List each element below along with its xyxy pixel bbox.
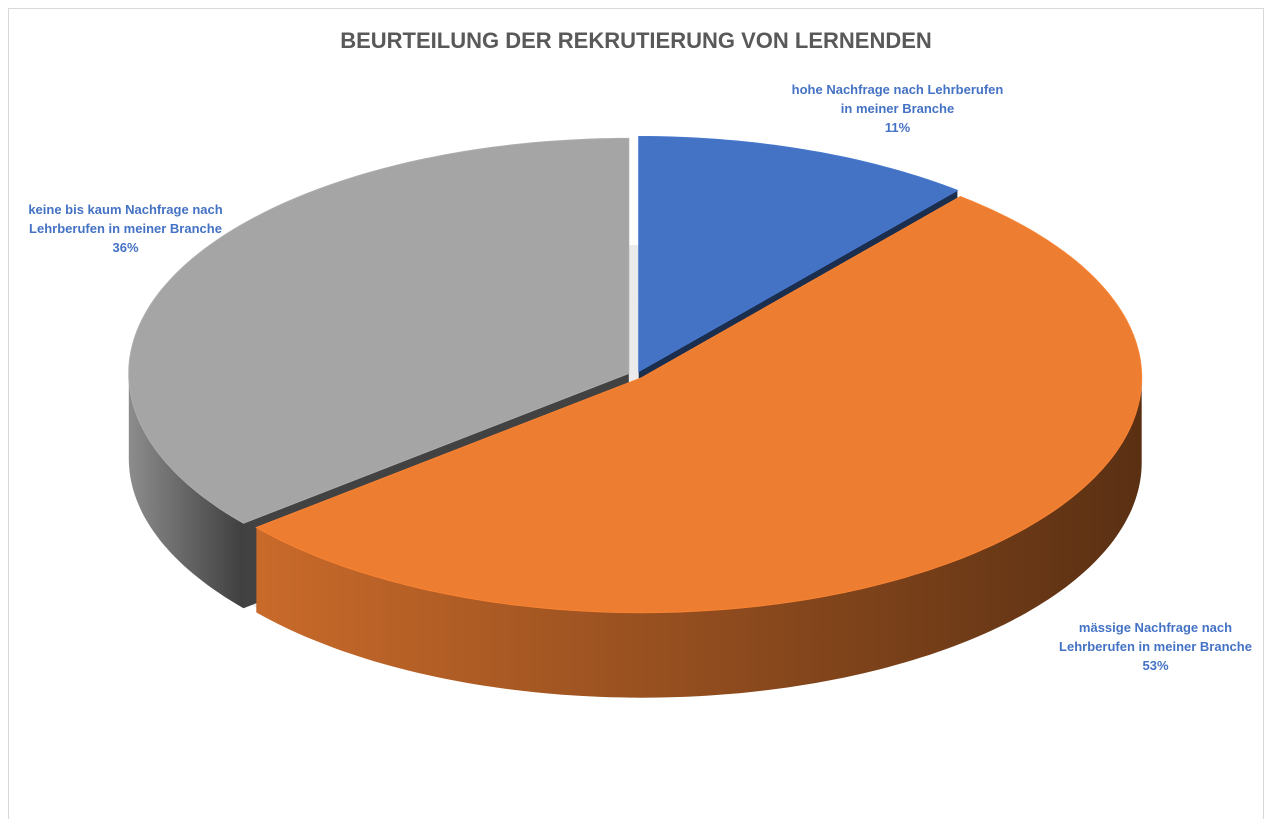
slice-wall <box>128 373 244 609</box>
data-label-category: hohe Nachfrage nach Lehrberufen in meine… <box>791 82 1004 116</box>
slice-wall <box>256 377 1142 698</box>
chart-frame <box>8 8 1264 819</box>
data-label: keine bis kaum Nachfrage nach Lehrberufe… <box>18 200 233 257</box>
data-label-value: 11% <box>884 120 911 135</box>
chart-title: BEURTEILUNG DER REKRUTIERUNG VON LERNEND… <box>340 28 932 53</box>
pie-slice <box>128 137 630 524</box>
data-label: mässige Nachfrage nach Lehrberufen in me… <box>1048 618 1263 675</box>
data-label-value: 36% <box>112 240 139 255</box>
pie-slice <box>638 136 959 373</box>
data-label-category: keine bis kaum Nachfrage nach Lehrberufe… <box>28 202 223 236</box>
data-label-category: mässige Nachfrage nach Lehrberufen in me… <box>1059 620 1252 654</box>
pie-slice <box>255 196 1143 614</box>
data-label: hohe Nachfrage nach Lehrberufen in meine… <box>790 80 1005 137</box>
data-label-value: 53% <box>1142 658 1169 673</box>
